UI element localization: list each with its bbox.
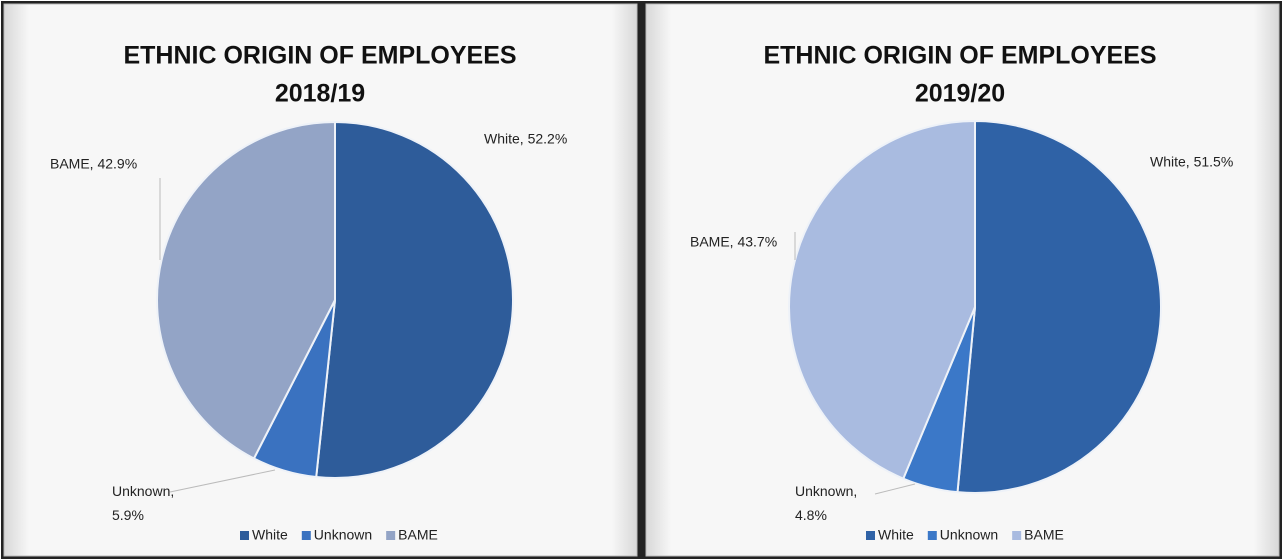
legend-swatch [1012, 531, 1022, 540]
pie-slice [956, 119, 1162, 494]
leader-line [874, 483, 916, 495]
legend-swatch [386, 531, 396, 540]
pie-slice [788, 119, 976, 480]
data-label: BAME, 42.9% [50, 156, 137, 172]
legend-label: Unknown [940, 527, 998, 543]
legend-label: Unknown [314, 527, 372, 543]
data-label: Unknown, 4.8% [795, 483, 857, 523]
legend-label: White [252, 527, 288, 543]
chart-subtitle: 2018/19 [275, 80, 365, 108]
data-label-line: 4.8% [795, 507, 827, 523]
legend-swatch [240, 531, 249, 540]
pie-slice [156, 120, 336, 460]
legend-label: BAME [1024, 527, 1064, 543]
pie-slice [315, 120, 514, 479]
legend-swatch [866, 531, 875, 540]
legend-label: White [878, 527, 914, 543]
leader-line [169, 469, 276, 493]
data-label: White, 52.2% [484, 131, 567, 147]
chart-title: ETHNIC ORIGIN OF EMPLOYEES [123, 42, 516, 70]
legend-swatch [301, 531, 311, 540]
data-label-line: Unknown, [112, 483, 174, 499]
chart-title: ETHNIC ORIGIN OF EMPLOYEES [763, 42, 1156, 70]
data-label: BAME, 43.7% [690, 234, 777, 250]
chart-subtitle: 2019/20 [915, 80, 1005, 108]
legend-swatch [927, 531, 937, 540]
data-label: White, 51.5% [1150, 154, 1233, 170]
legend-label: BAME [398, 527, 438, 543]
data-label-line: Unknown, [795, 483, 857, 499]
data-label: Unknown, 5.9% [112, 483, 174, 523]
data-label-line: 5.9% [112, 507, 144, 523]
